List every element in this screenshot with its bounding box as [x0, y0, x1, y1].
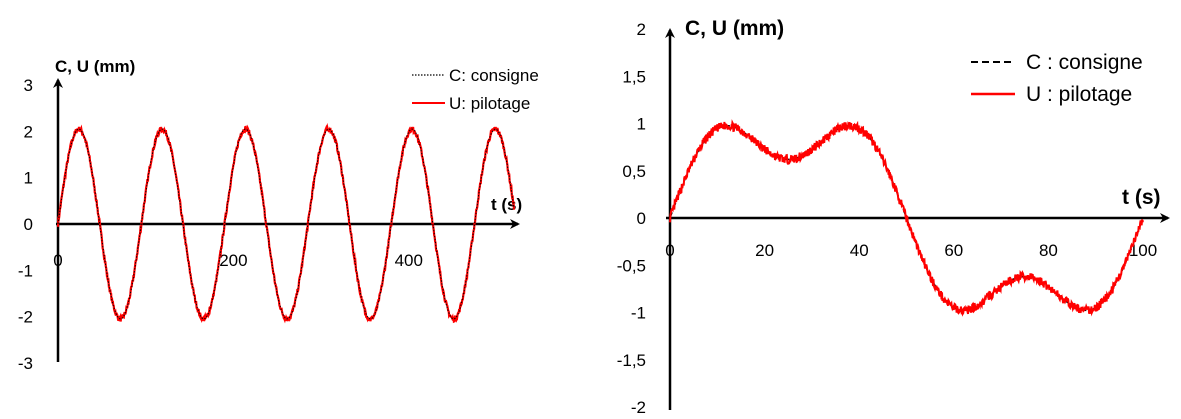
y-tick-label-left: 1	[24, 169, 33, 188]
y-tick-label-left: 2	[24, 122, 33, 141]
y-tick-label-right: -1,5	[617, 351, 646, 370]
x-tick-label-right: 40	[850, 241, 869, 260]
x-tick-label-right: 100	[1129, 241, 1157, 260]
legend-right: C : consigne U : pilotage	[971, 51, 1143, 106]
y-tick-label-right: 1	[637, 115, 646, 134]
y-axis-title-left: C, U (mm)	[55, 57, 135, 76]
legend-label-pilotage-left: U: pilotage	[449, 94, 530, 113]
x-axis-title-left: t (s)	[491, 195, 522, 214]
y-tick-label-right: 0	[637, 209, 646, 228]
series-consigne-left	[57, 128, 515, 320]
legend-label-pilotage-right: U : pilotage	[1026, 83, 1132, 106]
y-tick-label-left: -2	[18, 308, 33, 327]
y-tick-label-left: 3	[24, 76, 33, 95]
x-tick-labels-right: 020406080100	[665, 241, 1157, 260]
chart-right: 2 1,5 1 0,5 0 -0,5 -1 -1,5 -2 0 20 40 60 80 100 C, U …	[617, 17, 1170, 417]
series-lines-right	[669, 119, 1144, 317]
y-tick-labels-left: 3 2 1 0 -1 -2 -3	[18, 76, 33, 373]
x-tick-label-left: 200	[219, 251, 247, 270]
y-tick-label-right: 0,5	[622, 162, 646, 181]
x-axis-title-right: t (s)	[1122, 186, 1161, 209]
y-tick-labels-right: 2 1,5 1 0,5 0 -0,5 -1 -1,5 -2	[617, 20, 646, 417]
y-tick-label-right: -2	[631, 398, 646, 417]
y-tick-label-right: -0,5	[617, 256, 646, 275]
y-tick-label-right: -1	[631, 304, 646, 323]
y-tick-label-left: -3	[18, 354, 33, 373]
y-tick-label-right: 1,5	[622, 67, 646, 86]
y-tick-label-left: -1	[18, 261, 33, 280]
x-tick-label-right: 20	[755, 241, 774, 260]
x-tick-label-right: 80	[1039, 241, 1058, 260]
series-lines-left	[56, 122, 516, 324]
series-pilotage-right	[669, 119, 1144, 317]
legend-left: C: consigne U: pilotage	[412, 66, 539, 113]
y-axis-title-right: C, U (mm)	[685, 17, 784, 40]
legend-label-consigne-left: C: consigne	[449, 66, 539, 85]
x-tick-label-left: 400	[395, 251, 423, 270]
x-tick-label-right: 60	[944, 241, 963, 260]
chart-left: 3 2 1 0 -1 -2 -3 0 200 400 C, U (mm) t (s) C: co…	[18, 57, 539, 373]
x-tick-labels-left: 0200400	[53, 251, 423, 270]
y-tick-label-right: 2	[637, 20, 646, 39]
y-tick-label-left: 0	[24, 215, 33, 234]
legend-label-consigne-right: C : consigne	[1026, 51, 1143, 74]
